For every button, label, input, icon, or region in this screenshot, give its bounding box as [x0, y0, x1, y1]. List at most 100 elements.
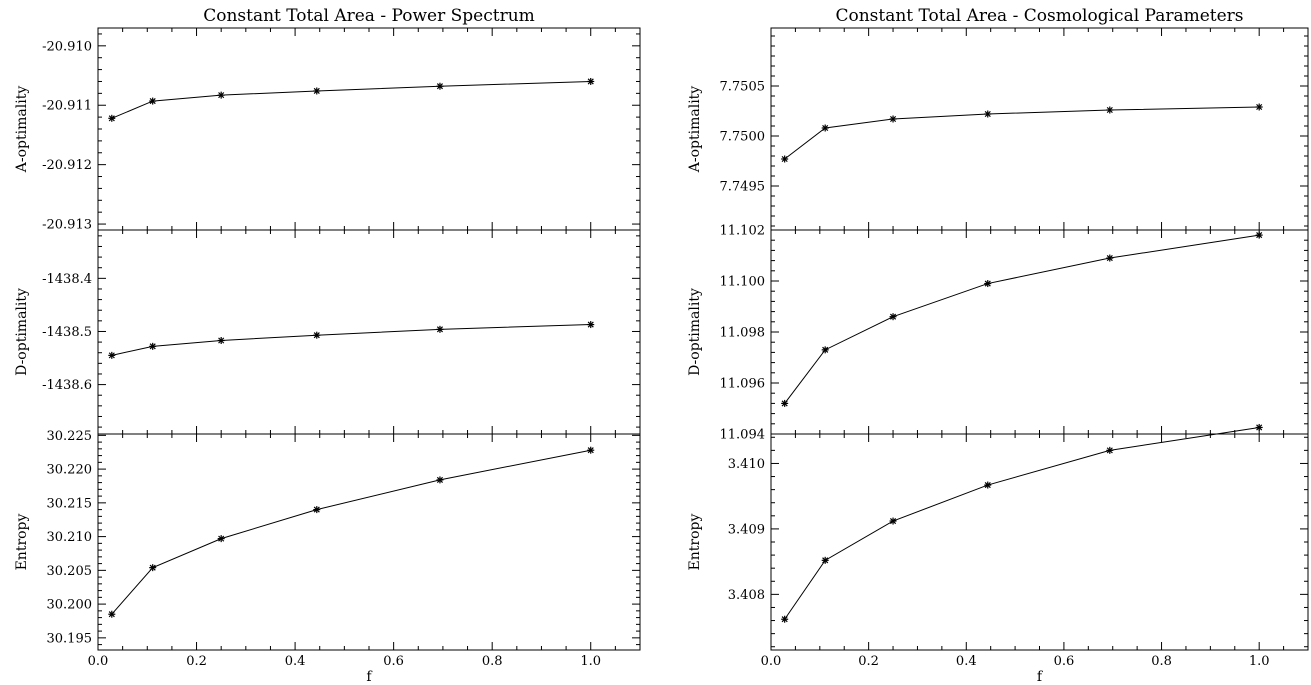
y-tick-label: -20.910	[42, 39, 92, 54]
y-tick-label: 11.098	[720, 326, 766, 341]
data-point	[217, 535, 225, 543]
data-point	[1255, 231, 1263, 239]
y-tick-label: 11.102	[720, 224, 766, 239]
y-axis-label: A-optimality	[687, 86, 703, 174]
y-tick-label: 7.7495	[720, 180, 766, 195]
y-tick-label: -20.913	[42, 218, 92, 233]
x-tick-label: 0.4	[285, 654, 306, 669]
data-point	[313, 506, 321, 514]
data-point	[436, 82, 444, 90]
x-tick-label: 0.0	[761, 654, 782, 669]
data-point	[149, 564, 157, 572]
y-tick-label: 30.225	[47, 429, 93, 444]
panel-d-optimality: 11.102 11.100 11.098 11.096 11.094 D-optimali…	[687, 224, 1309, 443]
panel-entropy: 3.410 3.409 3.408 Entropy	[687, 423, 1309, 651]
panel-entropy: 30.225 30.220 30.215 30.210 30.205 30.200 30.1…	[14, 429, 641, 651]
y-tick-label: -20.911	[42, 99, 92, 114]
y-axis-label: Entropy	[687, 513, 703, 570]
data-point	[984, 280, 992, 288]
y-tick-label: 30.195	[47, 631, 93, 646]
data-point	[1106, 446, 1114, 454]
y-tick-label: 3.410	[728, 457, 765, 472]
data-point	[217, 91, 225, 99]
data-point	[108, 610, 116, 618]
data-point	[313, 331, 321, 339]
data-point	[889, 517, 897, 525]
plot-frame	[97, 229, 641, 435]
series-line	[784, 234, 1260, 404]
y-tick-label: 30.220	[47, 463, 93, 478]
x-tick-label: 1.0	[580, 654, 601, 669]
x-axis-label: f	[1037, 669, 1044, 685]
x-axis-label: f	[366, 669, 373, 685]
y-axis-label: A-optimality	[14, 86, 30, 174]
data-point	[781, 615, 789, 623]
data-point	[587, 446, 595, 454]
y-axis-label: Entropy	[14, 513, 30, 570]
plot-frame	[770, 433, 1309, 651]
data-point	[149, 342, 157, 350]
series-line	[111, 80, 591, 119]
x-tick-label: 0.4	[956, 654, 977, 669]
x-tick-label: 0.8	[482, 654, 503, 669]
data-point	[1255, 423, 1263, 431]
y-tick-label: 7.7500	[720, 130, 766, 145]
x-tick-label: 0.2	[186, 654, 207, 669]
y-tick-label: 30.200	[47, 598, 93, 613]
data-point	[436, 476, 444, 484]
data-point	[1255, 103, 1263, 111]
data-point	[984, 481, 992, 489]
y-tick-label: -1438.4	[42, 272, 92, 287]
data-point	[108, 114, 116, 122]
plot-frame	[97, 27, 641, 231]
y-tick-label: 30.215	[47, 496, 93, 511]
data-point	[781, 155, 789, 163]
chart-2: Constant Total Area - Cosmological Param…	[687, 6, 1309, 685]
data-point	[587, 321, 595, 329]
y-axis-label: D-optimality	[687, 288, 703, 376]
y-tick-label: 30.205	[47, 564, 93, 579]
y-tick-label: 3.409	[728, 522, 765, 537]
y-tick-label: 3.408	[728, 588, 765, 603]
data-point	[217, 337, 225, 344]
y-tick-label: -1438.5	[42, 325, 92, 340]
series-line	[111, 449, 591, 615]
x-tick-label: 0.6	[383, 654, 404, 669]
x-tick-label: 0.8	[1151, 654, 1172, 669]
data-point	[889, 115, 897, 123]
panel-d-optimality: -1438.4 -1438.5 -1438.6 D-optimality	[14, 229, 641, 435]
data-point	[587, 77, 595, 85]
data-point	[984, 110, 992, 118]
data-point	[436, 325, 444, 333]
series-line	[784, 426, 1260, 620]
y-tick-label: 30.210	[47, 530, 93, 545]
x-tick-label: 0.2	[858, 654, 879, 669]
chart-1: Constant Total Area - Power Spectrum-20.…	[14, 6, 641, 685]
data-point	[889, 313, 897, 321]
panel-a-optimality: -20.910 -20.911 -20.912 -20.913 A-optimality	[14, 27, 641, 233]
series-line	[111, 324, 591, 356]
x-tick-label: 0.0	[88, 654, 109, 669]
chart-title: Constant Total Area - Power Spectrum	[203, 6, 535, 26]
data-point	[781, 399, 789, 407]
data-point	[149, 97, 157, 105]
y-tick-label: 7.7505	[720, 80, 766, 95]
plot-frame	[97, 433, 641, 651]
y-tick-label: -20.912	[42, 158, 92, 173]
y-axis-label: D-optimality	[14, 288, 30, 376]
data-point	[313, 87, 321, 95]
chart-title: Constant Total Area - Cosmological Param…	[835, 6, 1243, 26]
data-point	[821, 124, 829, 132]
plot-frame	[770, 229, 1309, 435]
data-point	[108, 351, 116, 359]
y-tick-label: 11.100	[720, 275, 766, 290]
data-point	[1106, 106, 1114, 114]
y-tick-label: 11.094	[720, 428, 766, 443]
x-tick-label: 1.0	[1249, 654, 1270, 669]
plot-frame	[770, 27, 1309, 231]
data-point	[821, 346, 829, 354]
x-tick-label: 0.6	[1054, 654, 1075, 669]
series-line	[784, 106, 1260, 160]
panel-a-optimality: 7.7505 7.7500 7.7495 A-optimality	[687, 27, 1309, 231]
